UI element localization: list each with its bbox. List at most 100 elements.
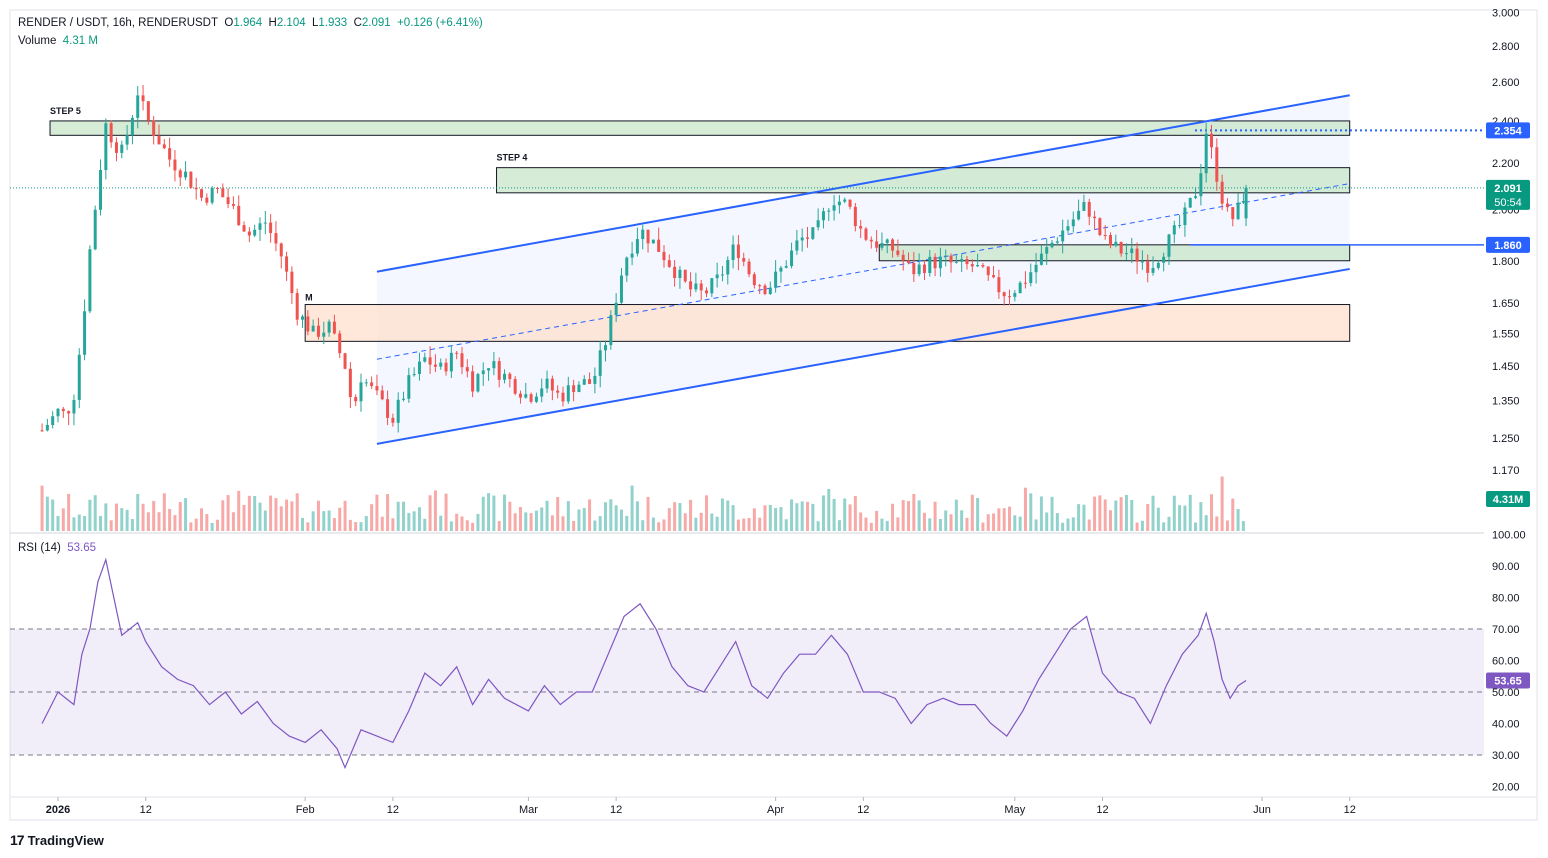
candle-body[interactable] — [529, 394, 533, 402]
candle-body[interactable] — [51, 416, 55, 425]
candle-body[interactable] — [189, 171, 193, 188]
candle-body[interactable] — [215, 187, 219, 189]
candle-body[interactable] — [540, 388, 544, 397]
candle-body[interactable] — [912, 263, 916, 275]
candle-body[interactable] — [582, 379, 586, 385]
candle-body[interactable] — [896, 250, 900, 255]
candle-body[interactable] — [635, 239, 639, 254]
candle-body[interactable] — [200, 189, 204, 198]
candle-body[interactable] — [242, 225, 246, 232]
candle-body[interactable] — [518, 393, 522, 398]
candle-body[interactable] — [832, 205, 836, 211]
candle-body[interactable] — [720, 274, 724, 276]
candle-body[interactable] — [141, 95, 145, 102]
candle-body[interactable] — [710, 278, 714, 294]
candle-body[interactable] — [77, 354, 81, 400]
candle-body[interactable] — [311, 325, 315, 332]
candle-body[interactable] — [237, 205, 241, 226]
candle-body[interactable] — [178, 170, 182, 178]
candle-body[interactable] — [1220, 181, 1224, 204]
candle-body[interactable] — [715, 274, 719, 279]
candle-body[interactable] — [699, 283, 703, 291]
candle-body[interactable] — [1034, 264, 1038, 273]
candle-body[interactable] — [853, 206, 857, 227]
candle-body[interactable] — [455, 352, 459, 354]
candle-body[interactable] — [928, 256, 932, 273]
candle-body[interactable] — [423, 357, 427, 362]
candle-body[interactable] — [168, 148, 172, 160]
candle-body[interactable] — [986, 266, 990, 276]
candle-body[interactable] — [1077, 210, 1081, 220]
rsi-axis[interactable]: 100.00 90.00 80.00 70.00 60.00 50.00 40.00 30.0… — [1492, 530, 1526, 794]
current-price-badge[interactable]: 2.091 50:54 — [1486, 179, 1530, 210]
zone-box-1[interactable] — [49, 120, 1351, 136]
candle-body[interactable] — [1151, 267, 1155, 273]
candle-body[interactable] — [949, 255, 953, 263]
candle-body[interactable] — [619, 275, 623, 303]
candle-body[interactable] — [359, 382, 363, 402]
candle-body[interactable] — [269, 222, 273, 234]
candle-body[interactable] — [938, 256, 942, 269]
candle-body[interactable] — [784, 266, 788, 268]
candle-body[interactable] — [194, 187, 198, 190]
channel-mid-line[interactable] — [376, 183, 1350, 360]
candle-body[interactable] — [125, 135, 129, 145]
candle-body[interactable] — [481, 370, 485, 375]
candle-body[interactable] — [1109, 235, 1113, 246]
candle-body[interactable] — [726, 259, 730, 275]
candle-body[interactable] — [290, 271, 294, 294]
candle-body[interactable] — [970, 264, 974, 267]
candle-body[interactable] — [253, 229, 257, 236]
candle-body[interactable] — [295, 293, 299, 320]
candle-body[interactable] — [997, 277, 1001, 293]
candle-body[interactable] — [976, 265, 980, 267]
candle-body[interactable] — [157, 136, 161, 145]
candle-body[interactable] — [1050, 242, 1054, 248]
candle-body[interactable] — [752, 274, 756, 286]
candle-body[interactable] — [301, 316, 305, 320]
candle-body[interactable] — [843, 199, 847, 202]
candle-body[interactable] — [1082, 201, 1086, 211]
support-price-badge[interactable]: 1.860 — [1486, 236, 1530, 253]
candle-body[interactable] — [465, 367, 469, 372]
volume-badge[interactable]: 4.31M — [1486, 491, 1530, 507]
candle-body[interactable] — [880, 243, 884, 248]
candle-body[interactable] — [667, 260, 671, 267]
candle-body[interactable] — [1023, 282, 1027, 284]
candle-body[interactable] — [556, 390, 560, 393]
candle-body[interactable] — [513, 379, 517, 394]
candle-body[interactable] — [162, 144, 166, 149]
candle-body[interactable] — [104, 123, 108, 171]
candle-body[interactable] — [428, 357, 432, 365]
candle-body[interactable] — [875, 241, 879, 248]
candle-body[interactable] — [380, 390, 384, 400]
candle-body[interactable] — [662, 251, 666, 261]
candle-body[interactable] — [1204, 133, 1208, 174]
symbol-label[interactable]: RENDER / USDT, 16h, RENDERUSDT — [18, 17, 219, 29]
candle-body[interactable] — [1130, 248, 1134, 254]
candle-body[interactable] — [965, 259, 969, 265]
candle-body[interactable] — [114, 142, 118, 153]
candle-body[interactable] — [1236, 202, 1240, 220]
time-axis[interactable]: 2026 12 Feb 12 Mar 12 Apr 12 May 12 Jun 12 — [46, 797, 1356, 816]
candle-body[interactable] — [954, 261, 958, 263]
candle-body[interactable] — [657, 239, 661, 252]
resistance-price-badge[interactable]: 2.354 — [1486, 122, 1530, 139]
candle-body[interactable] — [120, 144, 124, 153]
candle-body[interactable] — [811, 227, 815, 239]
candle-body[interactable] — [221, 188, 225, 198]
candle-body[interactable] — [1039, 253, 1043, 265]
candle-body[interactable] — [433, 364, 437, 367]
candle-body[interactable] — [327, 321, 331, 333]
candle-body[interactable] — [338, 333, 342, 354]
candle-body[interactable] — [497, 361, 501, 380]
candle-body[interactable] — [508, 373, 512, 380]
candle-body[interactable] — [1188, 197, 1192, 208]
candle-body[interactable] — [1167, 234, 1171, 257]
candle-body[interactable] — [731, 244, 735, 260]
candle-body[interactable] — [279, 243, 283, 257]
candle-body[interactable] — [1162, 256, 1166, 263]
channel-upper-line[interactable] — [376, 94, 1350, 273]
candle-body[interactable] — [444, 362, 448, 372]
candle-body[interactable] — [917, 264, 921, 275]
